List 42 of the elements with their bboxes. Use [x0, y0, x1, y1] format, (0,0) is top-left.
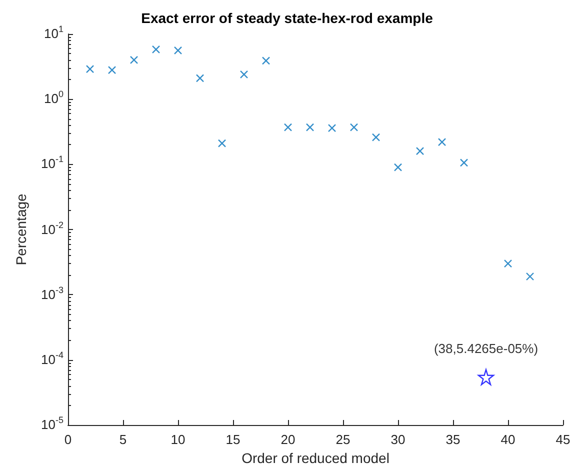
- y-tick-label: 10$^{-2}$: [41, 220, 64, 238]
- point: [504, 259, 512, 268]
- point: [130, 56, 138, 64]
- point: [218, 139, 226, 148]
- x-tick-label: 40: [500, 432, 516, 447]
- x-tick-label: 15: [226, 432, 240, 447]
- x-tick-label: 25: [336, 432, 350, 447]
- point: [86, 64, 94, 74]
- point: [262, 56, 270, 65]
- point: [306, 123, 314, 132]
- x-tick-label: 10: [170, 432, 186, 447]
- point: [478, 369, 494, 386]
- y-axis-title: Percentage: [13, 193, 29, 266]
- annotation: (38,5.4265e-05%): [434, 341, 538, 356]
- x-axis-title: Order of reduced model: [242, 450, 390, 466]
- point: [438, 138, 446, 146]
- x-tick-label: 5: [119, 432, 127, 447]
- point: [394, 163, 402, 172]
- y-tick-label: 10$^{-1}$: [41, 154, 64, 172]
- point: [328, 124, 336, 132]
- y-tick-label: 10$^{1}$: [44, 24, 64, 42]
- point: [240, 70, 248, 78]
- point: [174, 46, 182, 55]
- x-tick-label: 45: [556, 432, 570, 447]
- chart-title: Exact error of steady state-hex-rod example: [141, 10, 434, 26]
- point: [526, 272, 534, 281]
- y-tick-label: 10$^{-4}$: [41, 350, 64, 368]
- x-tick-label: 30: [390, 432, 406, 447]
- point: [196, 74, 204, 82]
- x-tick-label: 0: [64, 432, 72, 447]
- point: [416, 146, 424, 156]
- point: [372, 133, 380, 142]
- x-tick-label: 35: [446, 432, 460, 447]
- x-tick-label: 20: [280, 432, 296, 447]
- point: [350, 123, 358, 132]
- point: [284, 123, 292, 132]
- y-tick-label: 10$^{-5}$: [41, 415, 64, 433]
- point: [108, 66, 116, 74]
- y-tick-label: 10$^{-3}$: [41, 284, 64, 303]
- y-tick-label: 10$^{0}$: [44, 89, 64, 108]
- point: [460, 158, 468, 167]
- point: [152, 45, 160, 54]
